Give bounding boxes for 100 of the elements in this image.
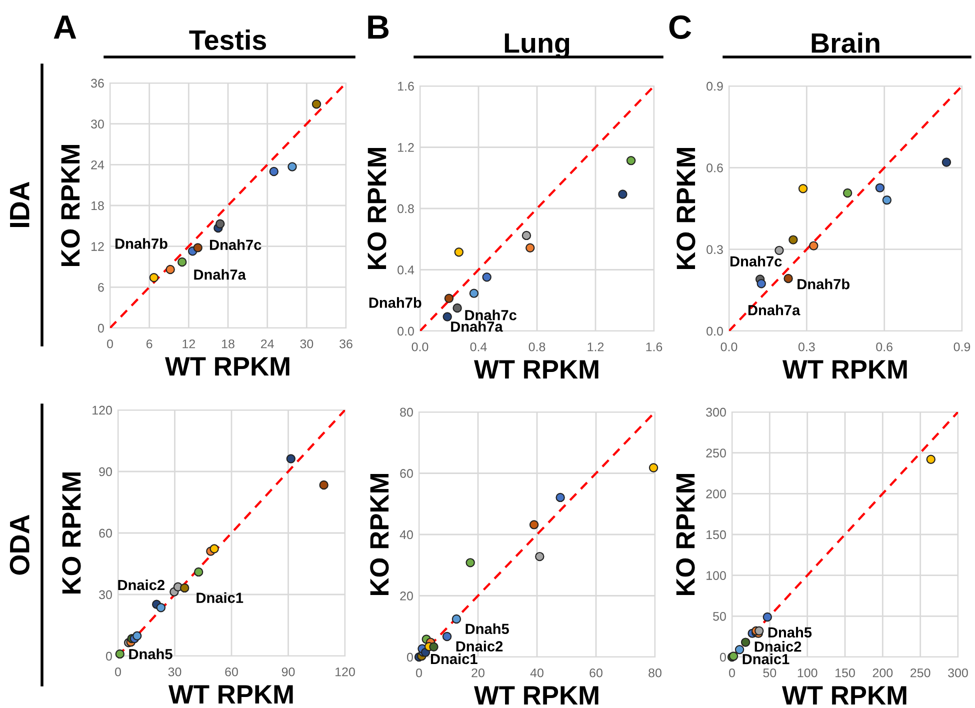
x-tick-label: 90: [282, 667, 295, 676]
x-tick-label: 100: [798, 668, 818, 678]
y-tick-label: 120: [92, 406, 112, 415]
chart-title: Lung: [504, 34, 570, 59]
x-axis-title: WT RPKM: [168, 685, 293, 704]
x-tick-label: 60: [590, 668, 602, 678]
x-tick-label: 50: [763, 668, 776, 678]
x-tick-label: 120: [336, 667, 355, 676]
annotation: Dnah5: [466, 623, 509, 634]
y-axis-title: KO RPKM: [676, 474, 695, 596]
x-tick-label: 0.0: [720, 342, 738, 352]
x-tick-label: 300: [948, 668, 968, 678]
x-axis-title: WT RPKM: [782, 360, 907, 378]
y-tick-label: 100: [706, 571, 726, 580]
y-tick-label: 0.0: [398, 326, 414, 336]
y-tick-label: 0: [98, 324, 104, 333]
y-axis-title: KO RPKM: [368, 148, 386, 270]
y-tick-label: 12: [91, 242, 104, 251]
x-axis-title: WT RPKM: [474, 360, 598, 378]
y-tick-label: 18: [91, 201, 104, 210]
x-tick-label: 0.6: [876, 342, 892, 352]
text: C: [669, 15, 692, 39]
x-tick-label: 80: [648, 668, 662, 678]
annotation: Dnaic2: [118, 579, 164, 590]
y-tick-label: 60: [400, 469, 413, 478]
y-tick-label: 0.6: [706, 163, 723, 172]
y-tick-label: 80: [400, 408, 413, 417]
x-tick-label: 30: [300, 339, 314, 348]
x-tick-label: 36: [340, 339, 352, 348]
y-tick-label: 30: [99, 590, 112, 600]
y-tick-label: 0: [720, 652, 726, 662]
x-tick-label: 0.8: [528, 342, 546, 352]
y-tick-label: 300: [706, 408, 726, 417]
y-axis-title: KO RPKM: [62, 472, 81, 594]
x-tick-label: 40: [530, 668, 544, 678]
x-axis-title: WT RPKM: [474, 686, 598, 704]
x-axis-title: WT RPKM: [782, 686, 906, 704]
y-axis-title: KO RPKM: [61, 144, 80, 266]
x-tick-label: 12: [182, 339, 195, 348]
y-axis-title: KO RPKM: [370, 474, 389, 596]
x-tick-label: 0.9: [954, 342, 970, 352]
annotation: Dnah5: [768, 626, 812, 638]
annotation: Dnah7c: [210, 239, 262, 250]
y-tick-label: 36: [91, 78, 104, 88]
x-axis-title: WT RPKM: [164, 357, 290, 376]
y-tick-label: 0.4: [398, 266, 414, 274]
y-tick-label: 0.8: [398, 204, 414, 214]
annotation: Dnah7b: [115, 238, 168, 249]
x-tick-label: 200: [872, 668, 893, 678]
y-tick-label: 40: [400, 530, 413, 540]
x-tick-label: 250: [910, 668, 930, 678]
text: B: [368, 16, 389, 39]
text: A: [54, 16, 76, 39]
annotation: Dnah7b: [798, 278, 850, 290]
chart-title: Brain: [812, 32, 880, 53]
annotation: Dnaic1: [742, 654, 790, 664]
y-tick-label: 0.3: [706, 245, 723, 254]
annotation: Dnaic2: [754, 641, 802, 652]
text: IDA: [10, 182, 30, 228]
y-tick-label: 0: [406, 652, 413, 662]
x-tick-label: 60: [225, 667, 238, 676]
x-tick-label: 1.6: [646, 342, 662, 352]
x-tick-label: 0.3: [798, 342, 815, 352]
x-tick-label: 150: [836, 668, 855, 678]
x-tick-label: 0: [416, 668, 422, 678]
y-tick-label: 6: [98, 282, 104, 292]
annotation: Dnaic2: [456, 640, 503, 652]
chart-title: Testis: [189, 30, 266, 50]
x-tick-label: 0: [729, 668, 735, 678]
x-tick-label: 30: [168, 667, 182, 676]
y-tick-label: 200: [706, 489, 726, 498]
y-axis-title: KO RPKM: [676, 148, 696, 270]
annotation: Dnaic1: [430, 653, 478, 664]
y-tick-label: 0.0: [706, 326, 723, 336]
text: ODA: [10, 514, 30, 575]
x-tick-label: 18: [222, 339, 234, 348]
annotation: Dnah7a: [451, 321, 503, 332]
x-tick-label: 0: [115, 667, 121, 676]
x-tick-label: 6: [146, 339, 152, 348]
y-tick-label: 90: [99, 467, 112, 476]
annotation: Dnaic1: [196, 592, 244, 603]
annotation: Dnah7c: [730, 256, 782, 267]
y-tick-label: 20: [400, 592, 413, 600]
annotation: Dnah7c: [465, 310, 516, 320]
x-tick-label: 0.0: [412, 342, 428, 352]
x-tick-label: 0.4: [470, 342, 487, 352]
y-tick-label: 24: [91, 160, 104, 170]
x-tick-label: 24: [261, 339, 274, 348]
y-tick-label: 30: [91, 120, 104, 128]
y-tick-label: 0.9: [706, 82, 723, 91]
y-tick-label: 60: [99, 528, 112, 538]
y-tick-label: 250: [706, 448, 726, 458]
annotation: Dnah7a: [194, 269, 246, 280]
x-tick-label: 1.2: [588, 342, 604, 352]
y-tick-label: 150: [706, 530, 726, 540]
y-tick-label: 1.6: [398, 82, 414, 91]
annotation: Dnah7b: [369, 297, 422, 308]
y-tick-label: 0: [106, 652, 112, 661]
y-tick-label: 50: [713, 612, 726, 621]
annotation: Dnah5: [129, 648, 172, 660]
